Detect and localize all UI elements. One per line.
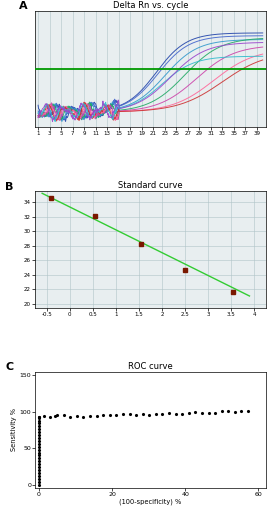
Title: ROC curve: ROC curve	[128, 362, 173, 371]
Title: Standard curve: Standard curve	[118, 181, 183, 191]
X-axis label: (100-specificity) %: (100-specificity) %	[119, 499, 182, 505]
Text: B: B	[5, 182, 14, 192]
Title: Delta Rn vs. cycle: Delta Rn vs. cycle	[113, 1, 188, 10]
Text: C: C	[5, 362, 13, 372]
Text: A: A	[19, 1, 28, 11]
Y-axis label: Sensitivity %: Sensitivity %	[11, 408, 17, 452]
